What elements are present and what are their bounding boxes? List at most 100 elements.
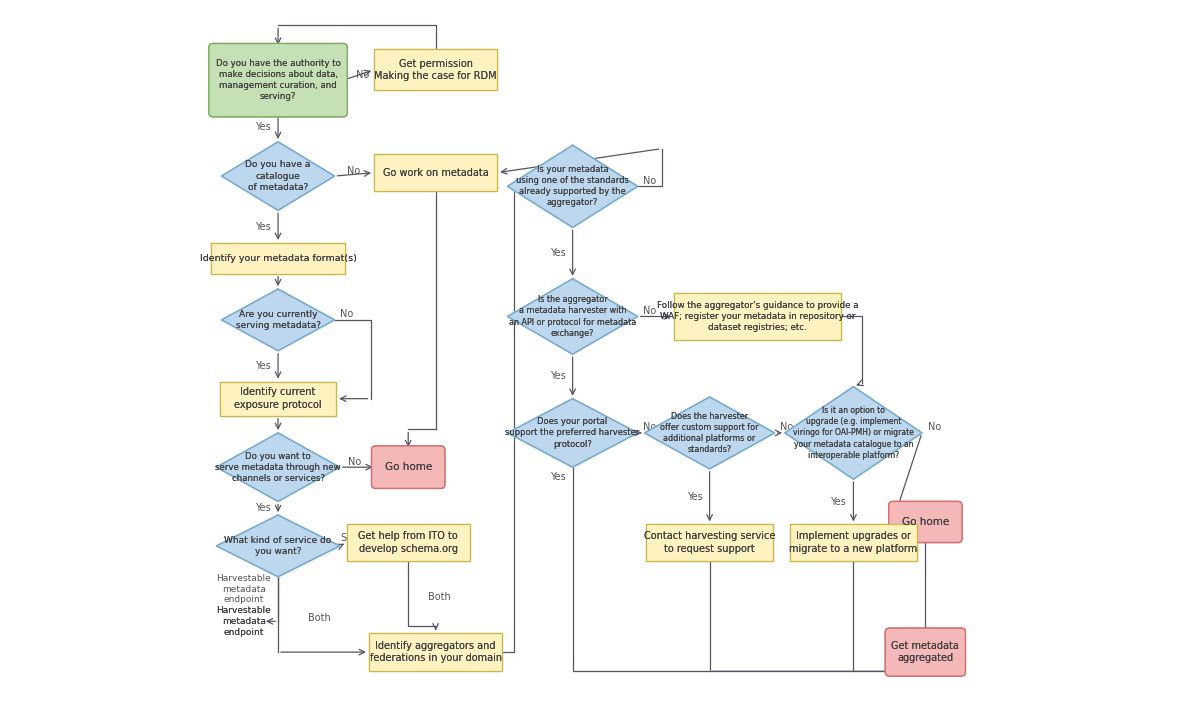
Text: No: No (643, 306, 656, 316)
Text: Is your metadata
using one of the standards
already supported by the
aggregator?: Is your metadata using one of the standa… (516, 165, 629, 207)
Bar (374, 154, 497, 191)
Text: Does your portal
support the preferred harvester
protocol?: Does your portal support the preferred h… (505, 417, 640, 448)
Text: Identify your metadata format(s): Identify your metadata format(s) (199, 253, 356, 263)
Text: Is your metadata
using one of the standards
already supported by the
aggregator?: Is your metadata using one of the standa… (516, 165, 629, 207)
Text: Get permission
Making the case for RDM: Get permission Making the case for RDM (374, 58, 497, 81)
Text: Identify your metadata format(s): Identify your metadata format(s) (199, 253, 356, 263)
Text: Get help from ITO to
develop schema.org: Get help from ITO to develop schema.org (359, 531, 458, 554)
Bar (374, 49, 497, 90)
Text: Do you want to
serve metadata through new
channels or services?: Do you want to serve metadata through ne… (215, 451, 341, 483)
Bar (790, 524, 917, 561)
FancyBboxPatch shape (209, 43, 347, 117)
Text: Is the aggregator
a metadata harvester with
an API or protocol for metadata
exch: Is the aggregator a metadata harvester w… (509, 295, 636, 338)
Text: Both: Both (427, 592, 450, 602)
FancyBboxPatch shape (886, 628, 966, 676)
Text: No: No (928, 422, 941, 432)
Text: Implement upgrades or
migrate to a new platform: Implement upgrades or migrate to a new p… (790, 531, 918, 554)
Text: Yes: Yes (550, 371, 565, 381)
Text: Yes: Yes (830, 497, 846, 507)
Text: Are you currently
serving metadata?: Are you currently serving metadata? (235, 310, 320, 330)
Text: Follow the aggregator's guidance to provide a
WAF; register your metadata in rep: Follow the aggregator's guidance to prov… (656, 301, 858, 332)
FancyBboxPatch shape (889, 501, 962, 542)
FancyBboxPatch shape (209, 43, 347, 117)
Polygon shape (508, 279, 637, 355)
Bar (374, 49, 497, 90)
Text: No: No (643, 176, 656, 186)
Polygon shape (644, 397, 775, 469)
Polygon shape (508, 279, 637, 355)
Text: Implement upgrades or
migrate to a new platform: Implement upgrades or migrate to a new p… (790, 531, 918, 554)
Text: Go home: Go home (901, 517, 949, 527)
Text: Do you want to
serve metadata through new
channels or services?: Do you want to serve metadata through ne… (215, 451, 341, 483)
Text: No: No (780, 422, 793, 432)
Text: Go home: Go home (901, 517, 949, 527)
Text: Identify aggregators and
federations in your domain: Identify aggregators and federations in … (370, 641, 502, 664)
Text: Go work on metadata: Go work on metadata (383, 168, 488, 178)
Text: Yes: Yes (550, 248, 565, 258)
Bar (220, 381, 336, 416)
Bar (368, 633, 503, 671)
Polygon shape (508, 145, 637, 227)
Polygon shape (216, 515, 340, 577)
Text: Yes: Yes (550, 472, 565, 482)
Polygon shape (508, 145, 637, 227)
Text: Go work on metadata: Go work on metadata (383, 168, 488, 178)
Text: Harvestable
metadata
endpoint: Harvestable metadata endpoint (216, 574, 271, 604)
Bar (211, 243, 344, 274)
FancyBboxPatch shape (372, 446, 445, 488)
Polygon shape (216, 515, 340, 577)
Bar (347, 523, 470, 561)
Bar (673, 292, 841, 341)
Text: Yes: Yes (256, 503, 271, 513)
Polygon shape (216, 433, 340, 501)
Text: Get help from ITO to
develop schema.org: Get help from ITO to develop schema.org (359, 531, 458, 554)
Text: Do you have a
catalogue
of metadata?: Do you have a catalogue of metadata? (245, 160, 311, 191)
Polygon shape (508, 399, 637, 467)
Bar (347, 523, 470, 561)
FancyBboxPatch shape (372, 446, 445, 488)
Polygon shape (222, 142, 335, 210)
Text: What kind of service do
you want?: What kind of service do you want? (224, 536, 331, 556)
Bar (790, 524, 917, 561)
Text: Does the harvester
offer custom support for
additional platforms or
standards?: Does the harvester offer custom support … (660, 412, 758, 454)
Bar (647, 524, 773, 561)
Polygon shape (222, 142, 335, 210)
Text: No: No (643, 422, 656, 432)
FancyBboxPatch shape (889, 501, 962, 542)
Text: Both: Both (307, 613, 330, 623)
Text: No: No (355, 70, 368, 80)
Text: Is the aggregator
a metadata harvester with
an API or protocol for metadata
exch: Is the aggregator a metadata harvester w… (509, 295, 636, 338)
Text: What kind of service do
you want?: What kind of service do you want? (224, 536, 331, 556)
Bar (647, 524, 773, 561)
Text: Identify aggregators and
federations in your domain: Identify aggregators and federations in … (370, 641, 502, 664)
Polygon shape (216, 433, 340, 501)
Text: Yes: Yes (686, 492, 702, 502)
Text: Do you have a
catalogue
of metadata?: Do you have a catalogue of metadata? (245, 160, 311, 191)
Text: Go home: Go home (384, 462, 432, 472)
Polygon shape (785, 387, 922, 479)
Text: Is it an option to
upgrade (e.g. implement
viringo for OAI-PMH) or migrate
your : Is it an option to upgrade (e.g. impleme… (793, 406, 914, 460)
Text: Contact harvesting service
to request support: Contact harvesting service to request su… (644, 531, 775, 554)
Polygon shape (222, 289, 335, 351)
Text: Semantic: Semantic (341, 533, 386, 543)
Text: No: No (348, 457, 361, 467)
Text: No: No (341, 310, 354, 319)
Text: Get metadata
aggregated: Get metadata aggregated (892, 641, 959, 664)
Text: Is it an option to
upgrade (e.g. implement
viringo for OAI-PMH) or migrate
your : Is it an option to upgrade (e.g. impleme… (793, 406, 914, 460)
Polygon shape (644, 397, 775, 469)
Text: Does your portal
support the preferred harvester
protocol?: Does your portal support the preferred h… (505, 417, 640, 448)
Text: Does the harvester
offer custom support for
additional platforms or
standards?: Does the harvester offer custom support … (660, 412, 758, 454)
Text: Do you have the authority to
make decisions about data,
management curation, and: Do you have the authority to make decisi… (216, 59, 341, 101)
Polygon shape (508, 399, 637, 467)
Text: Yes: Yes (256, 122, 271, 132)
Text: Do you have the authority to
make decisions about data,
management curation, and: Do you have the authority to make decisi… (216, 59, 341, 101)
Text: Follow the aggregator's guidance to provide a
WAF; register your metadata in rep: Follow the aggregator's guidance to prov… (656, 301, 858, 332)
Text: Yes: Yes (256, 222, 271, 232)
Bar (368, 633, 503, 671)
Bar (220, 381, 336, 416)
Text: Are you currently
serving metadata?: Are you currently serving metadata? (235, 310, 320, 330)
Text: Identify current
exposure protocol: Identify current exposure protocol (234, 388, 322, 410)
Text: Harvestable
metadata
endpoint: Harvestable metadata endpoint (216, 606, 271, 637)
Polygon shape (222, 289, 335, 351)
Bar (374, 154, 497, 191)
